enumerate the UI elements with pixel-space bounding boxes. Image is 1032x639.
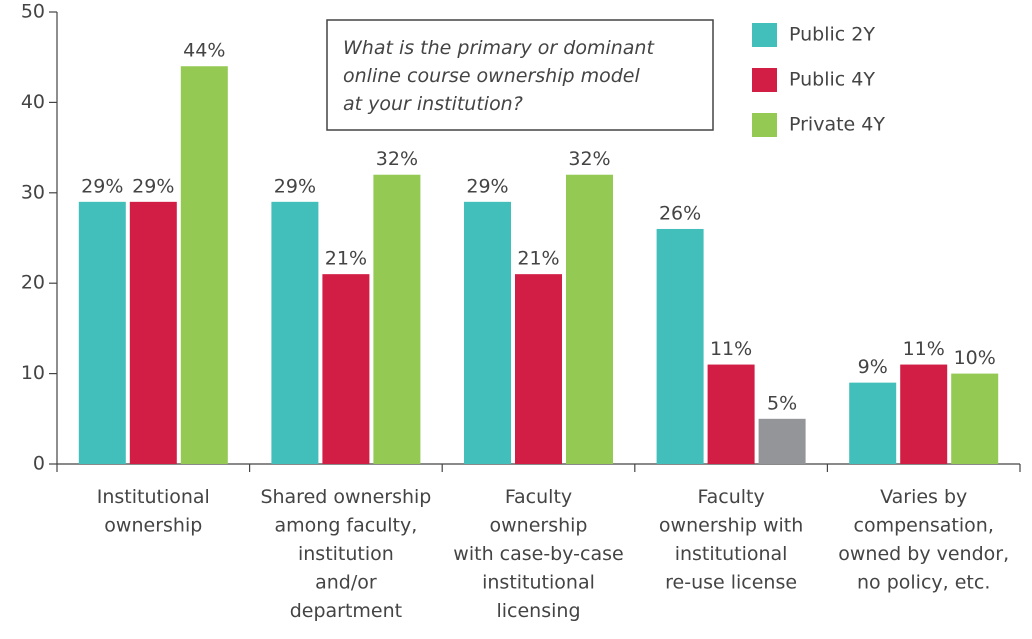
bar xyxy=(849,382,897,464)
annotation-line: online course ownership model xyxy=(343,65,640,87)
bar xyxy=(322,274,370,464)
legend-swatch xyxy=(752,68,777,92)
bar xyxy=(515,274,562,464)
x-tick-label: Faculty ownership with institutional re-use… xyxy=(659,486,803,594)
y-tick-label: 40 xyxy=(21,91,45,113)
data-label: 26% xyxy=(659,202,701,224)
annotation-line: at your institution? xyxy=(343,93,523,115)
legend-label: Public 2Y xyxy=(789,24,875,46)
x-tick-label-line: Faculty xyxy=(697,486,764,508)
x-tick-label-line: ownership xyxy=(104,514,202,536)
x-tick-label-line: institutional xyxy=(482,571,595,593)
x-tick-label-line: licensing xyxy=(496,600,580,622)
bar xyxy=(129,201,177,464)
annotation: What is the primary or dominant online co… xyxy=(343,37,655,115)
bar xyxy=(758,418,806,464)
data-label: 29% xyxy=(132,175,174,197)
data-label: 32% xyxy=(568,148,610,170)
legend-label: Public 4Y xyxy=(789,69,875,91)
data-label: 21% xyxy=(517,248,559,270)
annotation-line: What is the primary or dominant xyxy=(343,37,655,59)
bar xyxy=(78,201,126,464)
data-label: 11% xyxy=(710,338,752,360)
legend-swatch xyxy=(752,23,777,47)
bar xyxy=(707,364,755,464)
y-tick-label: 30 xyxy=(21,181,45,203)
x-tick-label-line: institution xyxy=(298,543,394,565)
x-tick-label-line: among faculty, xyxy=(275,514,418,536)
data-label: 21% xyxy=(325,248,367,270)
bar xyxy=(180,66,228,465)
x-tick-label: Faculty ownership with case-by-case institu… xyxy=(453,486,623,622)
data-label: 29% xyxy=(81,175,123,197)
bar xyxy=(566,174,613,464)
bar xyxy=(373,174,421,464)
y-tick-label: 10 xyxy=(21,362,45,384)
x-tick-label-line: Institutional xyxy=(97,486,210,508)
y-tick-label: 20 xyxy=(21,272,45,294)
x-tick-label-line: ownership xyxy=(490,514,588,536)
data-label: 9% xyxy=(858,356,888,378)
annotation-box xyxy=(326,19,714,131)
y-tick-label: 0 xyxy=(33,453,45,475)
data-label: 10% xyxy=(954,347,996,369)
x-tick-label: Shared ownership among faculty, institutio… xyxy=(260,486,431,622)
x-tick-label-line: and/or xyxy=(315,571,377,593)
x-tick-label-line: owned by vendor, xyxy=(838,543,1009,565)
x-tick-label: Varies by compensation, owned by vendor, no… xyxy=(838,486,1009,594)
x-tick-label-line: Shared ownership xyxy=(260,486,431,508)
y-tick-label: 50 xyxy=(21,1,45,23)
data-label: 32% xyxy=(376,148,418,170)
data-label: 29% xyxy=(466,175,508,197)
x-tick-label: Institutional ownership xyxy=(97,486,210,537)
bar xyxy=(271,201,319,464)
bar xyxy=(464,201,511,464)
x-tick-label-line: with case-by-case xyxy=(453,543,623,565)
data-label: 11% xyxy=(903,338,945,360)
data-label: 29% xyxy=(274,175,316,197)
x-tick-label-line: compensation, xyxy=(854,514,994,536)
x-tick-label-line: department xyxy=(290,600,402,622)
data-label: 44% xyxy=(183,40,225,62)
legend-swatch xyxy=(752,113,777,137)
bar xyxy=(900,364,948,464)
data-label: 5% xyxy=(767,392,797,414)
bar xyxy=(656,228,704,464)
x-tick-label-line: re-use license xyxy=(665,571,797,593)
legend-label: Private 4Y xyxy=(789,114,885,136)
bar xyxy=(951,373,999,464)
x-tick-label-line: no policy, etc. xyxy=(857,571,990,593)
x-tick-label-line: institutional xyxy=(675,543,788,565)
x-tick-label-line: ownership with xyxy=(659,514,803,536)
x-tick-label-line: Varies by xyxy=(880,486,967,508)
x-tick-label-line: Faculty xyxy=(505,486,572,508)
